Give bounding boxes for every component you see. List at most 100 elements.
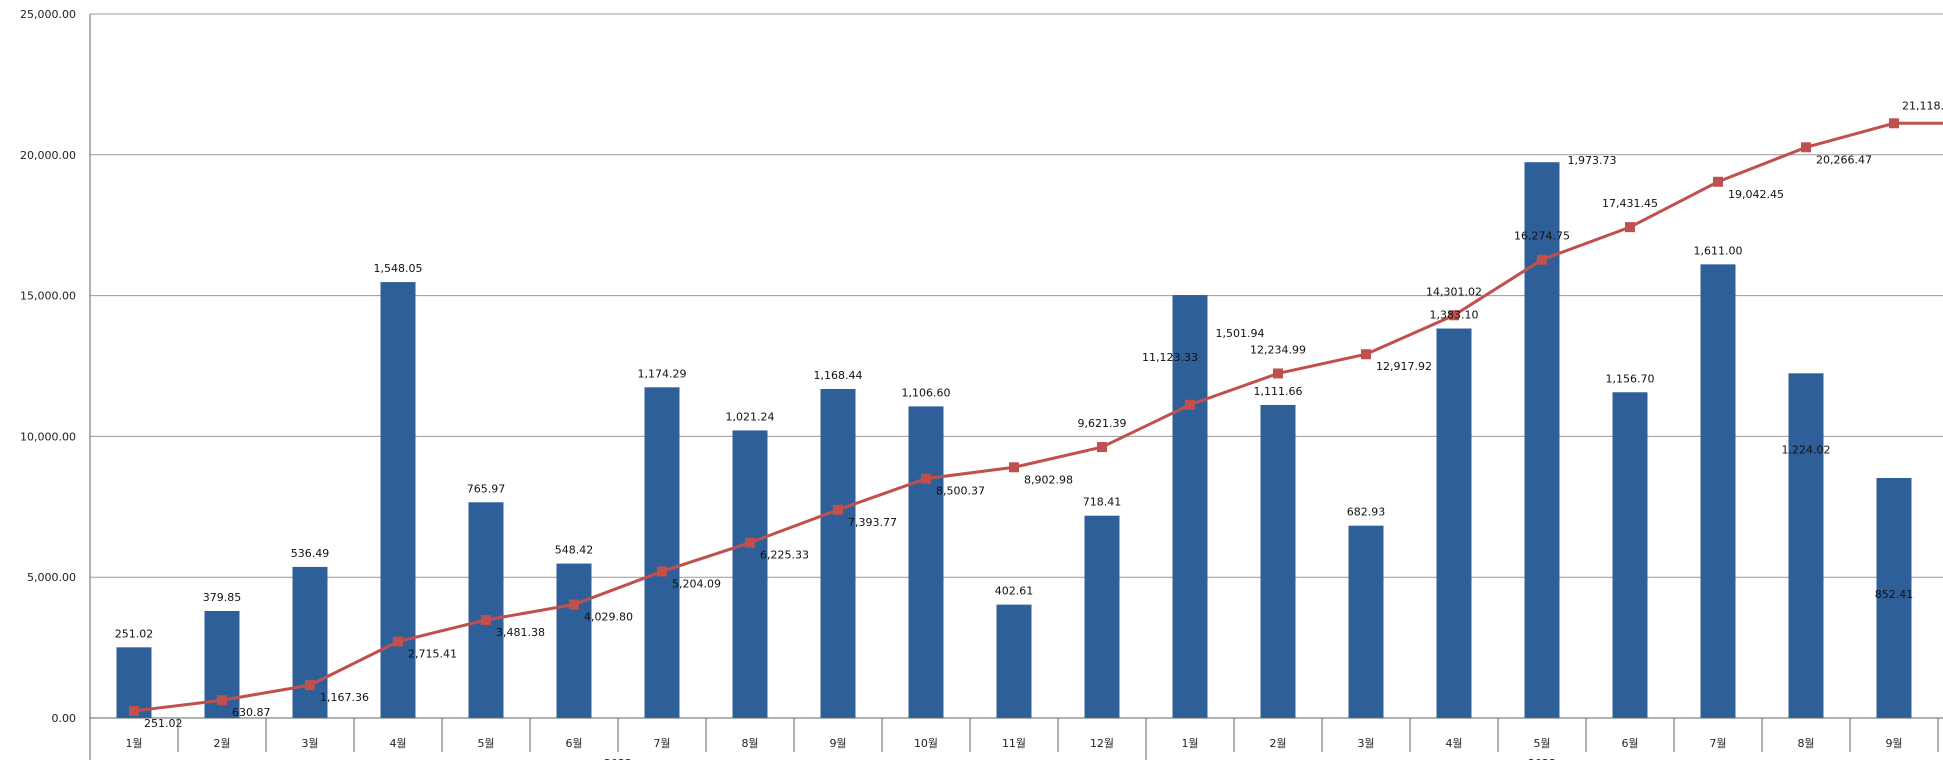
- bar-data-label: 682.93: [1347, 506, 1386, 519]
- bar: [820, 388, 856, 718]
- data-labels: 251.02 379.85 536.49 1,548.05 765.97 548.42 1,…: [115, 99, 1943, 730]
- x-group-label: 2023: [1528, 757, 1556, 760]
- line-data-label: 630.87: [232, 706, 271, 719]
- line-point-marker: [129, 705, 139, 716]
- line-data-label: 9,621.39: [1078, 417, 1127, 430]
- bar-data-label: 1,106.60: [902, 386, 951, 399]
- bar-data-label: 1,611.00: [1694, 244, 1743, 257]
- line-data-label: 2,715.41: [408, 648, 457, 661]
- bar-data-label: 1,021.24: [726, 410, 775, 423]
- bar: [644, 387, 680, 718]
- line-point-marker: [1801, 142, 1811, 153]
- x-tick-label: 5월: [1533, 737, 1550, 750]
- bar: [1172, 295, 1208, 718]
- bar: [1876, 477, 1912, 718]
- line-data-label: 4,029.80: [584, 611, 633, 624]
- bar: [556, 563, 592, 718]
- line-point-marker: [305, 680, 315, 691]
- x-tick-label: 12월: [1090, 737, 1114, 750]
- x-tick-label: 1월: [1181, 737, 1198, 750]
- line-data-label: 7,393.77: [848, 516, 897, 529]
- bar-data-label: 251.02: [115, 627, 154, 640]
- y-tick-label: 15,000.00: [20, 290, 76, 303]
- x-axis: 1월 2월 3월 4월 5월 6월 7월 8월 9월 10월 11월 12월 1월 2월 3월 4월 5월 6월 7…: [89, 14, 1943, 760]
- x-tick-label: 9월: [1885, 737, 1902, 750]
- line-point-marker: [569, 599, 579, 610]
- bar-data-label: 1,548.05: [374, 262, 423, 275]
- line-data-label: 17,431.45: [1602, 197, 1658, 210]
- bar: [1524, 162, 1560, 719]
- bar: [996, 604, 1032, 718]
- bar-data-label: 852.41: [1875, 588, 1914, 601]
- y-tick-label: 5,000.00: [27, 571, 76, 584]
- line-data-label: 14,301.02: [1426, 285, 1482, 298]
- bar-data-label: 1,383.10: [1430, 309, 1479, 322]
- x-tick-label: 1월: [125, 737, 142, 750]
- x-tick-label: 4월: [1445, 737, 1462, 750]
- line-point-marker: [481, 614, 491, 625]
- line-point-marker: [1185, 399, 1195, 410]
- bar-data-label: 536.49: [291, 547, 330, 560]
- y-tick-label: 25,000.00: [20, 8, 76, 21]
- bar: [1788, 373, 1824, 718]
- x-tick-label: 7월: [653, 737, 670, 750]
- line-point-marker: [745, 537, 755, 548]
- line-point-marker: [1625, 222, 1635, 233]
- bar-data-label: 548.42: [555, 544, 594, 557]
- bar-data-label: 1,501.94: [1216, 327, 1265, 340]
- bar: [908, 406, 944, 718]
- x-tick-label: 9월: [829, 737, 846, 750]
- x-tick-label: 6월: [1621, 737, 1638, 750]
- bar-data-label: 1,111.66: [1254, 385, 1303, 398]
- x-tick-label: 2월: [213, 737, 230, 750]
- bar-data-label: 1,156.70: [1606, 372, 1655, 385]
- line-point-marker: [833, 504, 843, 515]
- line-data-label: 21,118.88: [1902, 99, 1943, 112]
- cumulative-line-series: [129, 118, 1943, 716]
- bar-data-label: 718.41: [1083, 496, 1122, 509]
- bar-data-label: 1,224.02: [1782, 443, 1831, 456]
- bar: [1348, 525, 1384, 718]
- bar: [1084, 515, 1120, 718]
- line-data-label: 6,225.33: [760, 549, 809, 562]
- bar-data-label: 765.97: [467, 482, 506, 495]
- x-tick-label: 2월: [1269, 737, 1286, 750]
- x-tick-label: 4월: [389, 737, 406, 750]
- y-axis-ticks: 0.00 5,000.00 10,000.00 15,000.00 20,000.00 2…: [20, 8, 76, 725]
- line-data-label: 1,167.36: [320, 691, 369, 704]
- line-point-marker: [1361, 349, 1371, 360]
- line-data-label: 12,234.99: [1250, 343, 1306, 356]
- cumulative-line: [133, 121, 1943, 713]
- x-tick-label: 3월: [1357, 737, 1374, 750]
- bar: [1700, 264, 1736, 718]
- line-point-marker: [1449, 310, 1459, 321]
- x-tick-label: 3월: [301, 737, 318, 750]
- line-data-label: 19,042.45: [1728, 188, 1784, 201]
- line-data-label: 251.02: [144, 717, 183, 730]
- x-tick-label: 5월: [477, 737, 494, 750]
- line-data-label: 5,204.09: [672, 577, 721, 590]
- line-data-label: 20,266.47: [1816, 153, 1872, 166]
- bar: [468, 502, 504, 718]
- line-point-marker: [1537, 254, 1547, 265]
- line-point-marker: [1009, 462, 1019, 473]
- y-tick-label: 10,000.00: [20, 430, 76, 443]
- bar-data-label: 1,973.73: [1568, 154, 1617, 167]
- line-data-label: 11,123.33: [1142, 351, 1198, 364]
- x-tick-label: 10월: [914, 737, 938, 750]
- line-point-marker: [1097, 442, 1107, 453]
- x-tick-label: 8월: [741, 737, 758, 750]
- bar-data-label: 1,174.29: [638, 367, 687, 380]
- bar: [1260, 404, 1296, 718]
- bar-series: [116, 162, 1912, 719]
- x-tick-label: 8월: [1797, 737, 1814, 750]
- line-point-marker: [217, 695, 227, 706]
- y-tick-label: 20,000.00: [20, 149, 76, 162]
- line-point-marker: [921, 473, 931, 484]
- x-tick-label: 7월: [1709, 737, 1726, 750]
- line-point-marker: [1713, 176, 1723, 187]
- bar-data-label: 1,168.44: [814, 369, 863, 382]
- line-point-marker: [1889, 118, 1899, 129]
- line-point-marker: [1273, 368, 1283, 379]
